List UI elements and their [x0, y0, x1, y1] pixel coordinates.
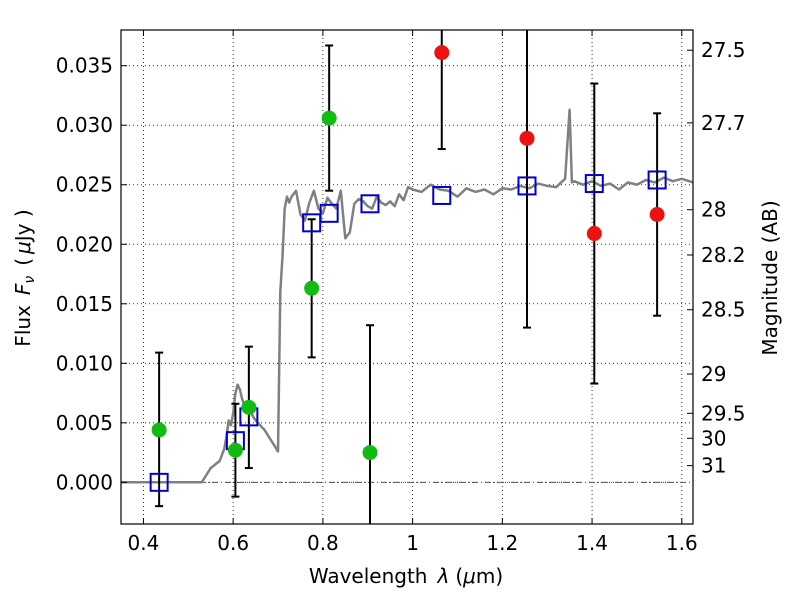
y-tick-label: 0.020 [56, 232, 113, 256]
observed-point-green-4 [321, 110, 337, 126]
model-spectrum-line [121, 108, 694, 484]
x-tick-label: 1.4 [576, 531, 608, 555]
grid [121, 30, 693, 524]
observed-point-red-2 [586, 226, 602, 242]
observed-point-green-1 [227, 442, 243, 458]
x-axis-title: Wavelength λ (μm) [309, 564, 503, 588]
observed-point-green-2 [241, 399, 257, 415]
observed-point-red-3 [649, 207, 665, 223]
magnitude-tick-label: 27.5 [701, 38, 746, 62]
model-spectrum [121, 108, 694, 484]
magnitude-axis-title: Magnitude (AB) [758, 200, 782, 355]
observed-point-green-0 [151, 422, 167, 438]
observed-points [151, 45, 665, 461]
y-tick-label: 0.015 [56, 292, 113, 316]
model-photometry-box-0 [149, 472, 169, 492]
magnitude-tick-label: 29.5 [701, 401, 746, 425]
observed-point-green-3 [304, 280, 320, 296]
model-photometry-box-5 [360, 194, 380, 214]
x-tick-label: 1.2 [486, 531, 518, 555]
x-axis-ticks: 0.4 0.6 0.8 1 1.2 1.4 1.6 [128, 30, 698, 555]
model-photometry-boxes [149, 170, 667, 492]
y-tick-label: 0.000 [56, 470, 113, 494]
magnitude-tick-label: 28.2 [701, 243, 746, 267]
observed-point-red-0 [434, 45, 450, 61]
magnitude-tick-label: 31 [701, 454, 726, 478]
y-axis-ticks: 0.000 0.005 0.010 0.015 0.020 0.025 0.030 0.035 [56, 54, 127, 494]
x-tick-label: 1 [406, 531, 419, 555]
magnitude-tick-label: 28 [701, 198, 726, 222]
magnitude-tick-label: 27.7 [701, 111, 746, 135]
y-axis-title: FluxFν(μJy ) [11, 209, 38, 346]
model-photometry-box-6 [432, 185, 452, 205]
x-tick-label: 0.6 [217, 531, 249, 555]
y-tick-label: 0.010 [56, 351, 113, 375]
observed-point-green-5 [362, 445, 378, 461]
x-tick-label: 0.8 [307, 531, 339, 555]
model-photometry-box-9 [647, 170, 667, 190]
y-tick-label: 0.035 [56, 54, 113, 78]
y-tick-label: 0.025 [56, 173, 113, 197]
magnitude-tick-label: 29 [701, 362, 726, 386]
model-photometry-box-4 [319, 203, 339, 223]
plot-frame [120, 29, 694, 525]
model-photometry-box-3 [302, 213, 322, 233]
observed-point-red-1 [519, 130, 535, 146]
x-tick-label: 1.6 [666, 531, 698, 555]
magnitude-axis-ticks: 27.5 27.7 28 28.2 28.5 29 29.530 31 [687, 38, 746, 478]
model-photometry-box-8 [584, 174, 604, 194]
magnitude-tick-label: 28.5 [701, 298, 746, 322]
model-photometry-box-7 [517, 176, 537, 196]
y-tick-label: 0.005 [56, 411, 113, 435]
magnitude-tick-label: 30 [701, 426, 726, 450]
x-tick-label: 0.4 [128, 531, 160, 555]
y-tick-label: 0.030 [56, 113, 113, 137]
